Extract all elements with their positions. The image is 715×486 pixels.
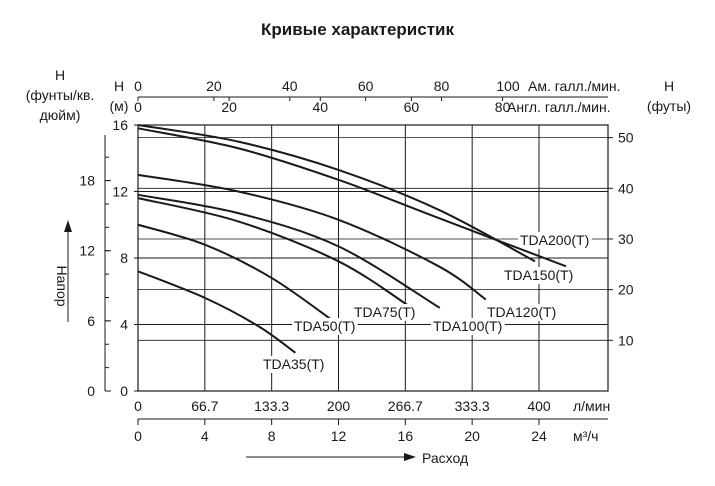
x-tick-lpm: 266.7: [388, 398, 423, 414]
curve-label: TDA200(T): [520, 232, 589, 248]
x-tick-ukgpm: 60: [404, 99, 420, 115]
y-tick-psi: 0: [87, 383, 95, 399]
curve-tda150t: [137, 127, 567, 268]
right-unit: (футы): [647, 98, 691, 114]
left-psi-unit-1: (фунты/кв.: [26, 87, 95, 103]
curve-tda75t: [137, 197, 413, 309]
y-tick-ft: 30: [618, 231, 634, 247]
x-tick-m3h: 12: [331, 428, 347, 444]
bottom-m3h-unit: м³/ч: [573, 428, 598, 444]
x-tick-m3h: 4: [201, 428, 209, 444]
curve-label: TDA50(T): [294, 318, 355, 334]
y-tick-m: 16: [112, 117, 128, 133]
y-tick-m: 12: [112, 184, 128, 200]
curve-label: TDA35(T): [263, 356, 324, 372]
grid-lines: [138, 125, 608, 391]
x-tick-usgpm: 40: [282, 78, 298, 94]
y-tick-m: 0: [120, 383, 128, 399]
x-tick-ukgpm: 80: [495, 99, 511, 115]
curve-tda120t: [137, 173, 487, 301]
curve-label: TDA100(T): [433, 318, 502, 334]
x-tick-ukgpm: 20: [221, 99, 237, 115]
performance-curves: TDA200(T) TDA150(T) TDA120(T)TDA100(T) TDA7…: [137, 124, 592, 373]
y-tick-ft: 20: [618, 282, 634, 298]
x-tick-usgpm: 0: [134, 78, 142, 94]
x-tick-usgpm: 80: [434, 78, 450, 94]
left-psi-h: H: [55, 67, 65, 83]
flow-arrow-icon: [404, 453, 416, 461]
x-tick-m3h: 16: [398, 428, 414, 444]
left-psi-unit-2: дюйм): [40, 107, 81, 123]
x-tick-m3h: 24: [531, 428, 547, 444]
bottom-lpm-unit: л/мин: [573, 398, 610, 414]
chart-title: Кривые характеристик: [261, 20, 454, 39]
y-tick-psi: 6: [87, 313, 95, 329]
x-tick-lpm: 400: [527, 398, 551, 414]
x-tick-m3h: 0: [134, 428, 142, 444]
head-arrow-icon: [64, 220, 72, 232]
curve-tda100t: [137, 193, 441, 309]
flow-label: Расход: [422, 450, 468, 466]
top-us-100: 100: [496, 78, 520, 94]
y-tick-psi: 18: [79, 173, 95, 189]
y-tick-ft: 40: [618, 180, 634, 196]
x-tick-lpm: 66.7: [191, 398, 218, 414]
y-tick-m: 4: [120, 317, 128, 333]
x-tick-lpm: 333.3: [455, 398, 490, 414]
head-label: Напор: [54, 265, 70, 306]
curve-label: TDA75(T): [354, 304, 415, 320]
x-tick-lpm: 0: [134, 398, 142, 414]
curve-tda200t: [137, 124, 536, 263]
x-tick-usgpm: 20: [206, 78, 222, 94]
x-tick-m3h: 8: [268, 428, 276, 444]
x-tick-ukgpm: 40: [313, 99, 329, 115]
curve-label: TDA150(T): [504, 267, 573, 283]
curve-label: TDA120(T): [487, 304, 556, 320]
left-m-h: H: [114, 78, 124, 94]
curve-tda35t: [137, 270, 296, 354]
y-tick-psi: 12: [79, 243, 95, 259]
x-tick-lpm: 200: [327, 398, 351, 414]
axis-labels: H (фунты/кв. дюйм) H (м) H (футы) 100 Ам…: [26, 67, 691, 466]
top-uk-unit: Англ. галл./мин.: [507, 99, 611, 115]
y-tick-ft: 50: [618, 130, 634, 146]
direction-arrows: [64, 220, 416, 461]
x-tick-ukgpm: 0: [134, 99, 142, 115]
right-h: H: [664, 78, 674, 94]
left-m-unit: (м): [110, 98, 129, 114]
x-tick-usgpm: 60: [358, 78, 374, 94]
top-us-unit: Ам. галл./мин.: [528, 78, 621, 94]
x-tick-lpm: 133.3: [254, 398, 289, 414]
y-tick-ft: 10: [618, 332, 634, 348]
curve-tda50t: [137, 223, 335, 322]
x-tick-m3h: 20: [464, 428, 480, 444]
y-tick-m: 8: [120, 250, 128, 266]
